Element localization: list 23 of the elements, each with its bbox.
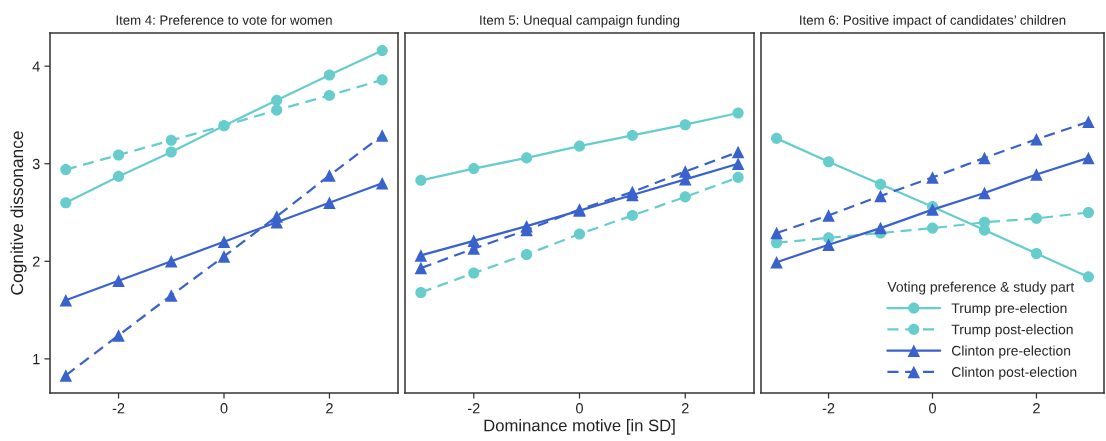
legend-label: Clinton post-election [952,366,1077,380]
y-tick-label: 1 [33,354,40,365]
x-axis-title: Dominance motive [in SD] [484,419,675,435]
x-tick-label: 2 [326,403,333,414]
x-tick-label: -2 [112,403,125,414]
chart-title: Item 5: Unequal campaign funding [480,15,680,28]
x-tick-label: 0 [576,403,583,414]
legend-title: Voting preference & study part [887,281,1075,295]
chart-title: Item 4: Preference to vote for women [116,15,332,25]
y-tick-label: 3 [32,158,40,170]
y-tick-label: 2 [32,256,40,267]
y-axis-title: Cognitive dissonance [10,131,27,295]
legend-label: Trump pre-election [951,302,1067,316]
x-tick-label: -2 [822,403,835,414]
x-tick-label: 0 [220,403,228,414]
legend-label: Clinton pre-election [952,345,1071,359]
y-tick-label: 4 [32,61,40,72]
x-tick-label: -2 [467,403,480,414]
x-tick-label: 2 [1033,403,1040,414]
x-tick-label: 2 [681,403,689,414]
legend-label: Trump post-election [951,324,1073,338]
chart-title: Item 6: Positive impact of candidates’ children [800,15,1066,28]
x-tick-label: 0 [929,403,936,414]
